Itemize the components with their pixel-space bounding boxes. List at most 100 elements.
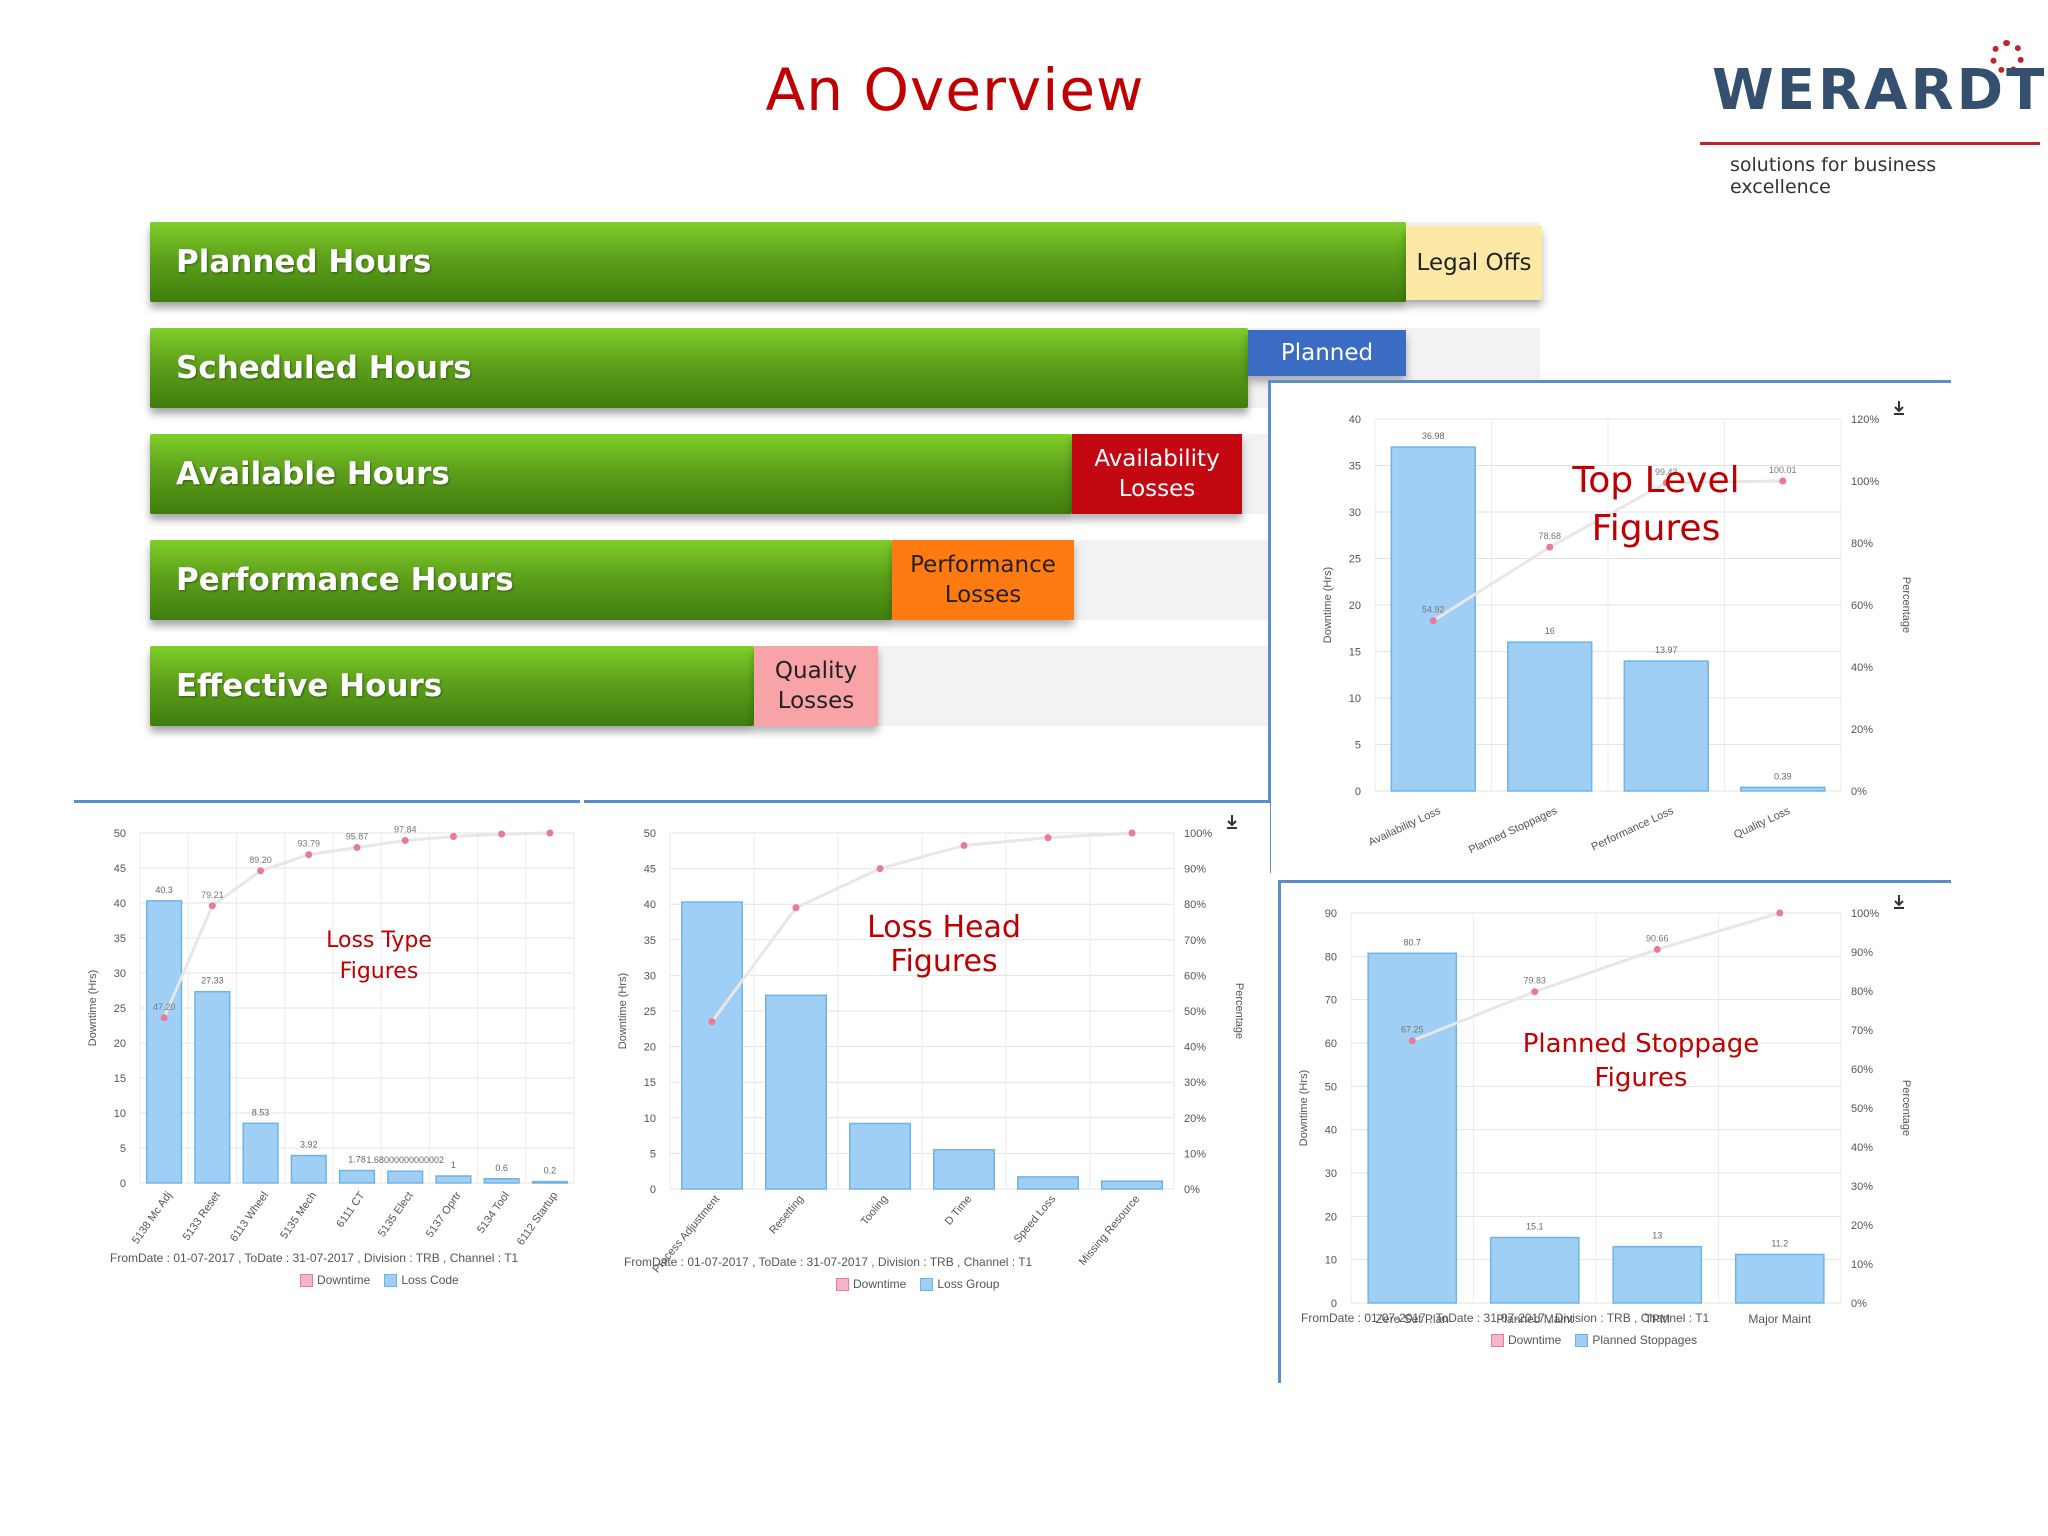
category-label: Resetting — [767, 1193, 806, 1236]
y-tick-label: 35 — [644, 935, 656, 947]
bar — [1507, 641, 1593, 792]
category-label: TPM — [1645, 1312, 1670, 1326]
y2-tick-label: 20% — [1184, 1113, 1206, 1125]
y-tick-label: 15 — [1349, 647, 1361, 659]
cumulative-point — [792, 904, 800, 912]
bar-value-label: 11.2 — [1771, 1238, 1788, 1248]
y2-axis-label: Percentage — [1900, 577, 1912, 633]
bar-value-label: 3.92 — [300, 1140, 318, 1150]
category-label: Availability Loss — [1367, 805, 1443, 849]
legend-swatch — [384, 1274, 398, 1288]
performance-hours-bar: Performance Hours — [150, 540, 892, 620]
legend-swatch — [1575, 1334, 1589, 1348]
y-tick-label: 30 — [1325, 1168, 1337, 1180]
y2-tick-label: 80% — [1851, 986, 1873, 998]
download-icon-glyph — [1894, 895, 1904, 909]
category-label: Quality Loss — [1732, 805, 1792, 842]
legend-item[interactable]: Downtime — [836, 1277, 906, 1292]
bar-value-label: 16 — [1545, 626, 1555, 636]
y-tick-label: 10 — [1349, 693, 1361, 705]
top-level-chart: 0 5 10 15 20 25 30 35 40 0% 20% 40% 60% 80% 100% 120% Do… — [1322, 401, 1912, 856]
y2-tick-label: 20% — [1851, 1220, 1873, 1232]
bar — [1734, 1253, 1825, 1304]
y-tick-label: 25 — [114, 1003, 126, 1015]
y-tick-label: 10 — [1325, 1255, 1337, 1267]
cumulative-point — [449, 832, 457, 840]
bar — [933, 1149, 995, 1190]
cumulative-point — [498, 830, 506, 838]
cumulative-line — [710, 831, 1133, 1023]
cumulative-point — [401, 837, 409, 845]
available-hours-bar: Available Hours — [150, 434, 1072, 514]
bar — [849, 1122, 911, 1190]
y-tick-label: 40 — [114, 898, 126, 910]
logo-name: WERARDT — [1712, 58, 2048, 123]
y2-tick-label: 70% — [1184, 935, 1206, 947]
y-tick-label: 20 — [1349, 600, 1361, 612]
download-icon — [1894, 401, 1904, 415]
loss-type-title: Loss Type Figures — [326, 928, 432, 984]
y2-tick-label: 90% — [1851, 947, 1873, 959]
y2-tick-label: 40% — [1184, 1042, 1206, 1054]
cumulative-point — [708, 1018, 716, 1026]
y2-tick-label: 80% — [1184, 899, 1206, 911]
legend-item[interactable]: Downtime — [300, 1273, 370, 1288]
y-tick-label: 50 — [644, 828, 656, 840]
logo-divider — [1700, 142, 2040, 145]
bar — [1740, 786, 1826, 792]
bar-value-label: 15.1 — [1526, 1222, 1544, 1232]
legend-item[interactable]: Planned Stoppages — [1575, 1333, 1697, 1348]
y-tick-label: 40 — [644, 899, 656, 911]
cumulative-label: 67.25 — [1401, 1025, 1424, 1035]
y-tick-label: 45 — [644, 864, 656, 876]
cumulative-point — [876, 865, 884, 873]
loss-head-chart: 0 5 10 15 20 25 30 35 40 45 50 0% 10% 20% 30% 40% 50% 60%… — [617, 815, 1245, 1275]
y-tick-label: 15 — [114, 1073, 126, 1085]
y-tick-label: 5 — [120, 1143, 126, 1155]
y-tick-label: 20 — [644, 1042, 656, 1054]
y-tick-label: 90 — [1325, 908, 1337, 920]
cumulative-line — [1411, 911, 1781, 1043]
y2-tick-label: 60% — [1851, 600, 1873, 612]
download-icon — [1894, 895, 1904, 909]
category-label: 5138 Mc Adj — [130, 1190, 175, 1246]
y2-tick-label: 60% — [1851, 1064, 1873, 1076]
y-tick-label: 0 — [650, 1184, 656, 1196]
category-label: 6111 CT — [334, 1190, 367, 1230]
legend-label: Loss Code — [401, 1273, 459, 1287]
cumulative-point — [1531, 988, 1539, 996]
loss-type-legend: Downtime Loss Code — [300, 1273, 459, 1288]
cumulative-label: 97.84 — [394, 825, 417, 835]
y2-tick-label: 40% — [1851, 1142, 1873, 1154]
legend-item[interactable]: Downtime — [1491, 1333, 1562, 1348]
legend-item[interactable]: Loss Code — [384, 1273, 459, 1288]
y-axis-label: Downtime (Hrs) — [617, 973, 629, 1049]
bar-value-label: 40.3 — [155, 885, 173, 895]
y2-tick-label: 40% — [1851, 662, 1873, 674]
y-tick-label: 15 — [644, 1077, 656, 1089]
cumulative-point — [1662, 479, 1670, 487]
bar-value-label: 1.78 — [348, 1155, 366, 1165]
legend-label: Downtime — [1508, 1333, 1562, 1347]
bar — [290, 1154, 327, 1184]
legend-item[interactable]: Loss Group — [920, 1277, 999, 1292]
cumulative-point — [160, 1014, 168, 1022]
bar-value-label: 27.33 — [201, 976, 224, 986]
loss-head-footer: FromDate : 01-07-2017 , ToDate : 31-07-2… — [624, 1255, 1033, 1269]
y2-tick-label: 30% — [1851, 1181, 1873, 1193]
legend-swatch — [920, 1278, 934, 1292]
bar — [242, 1122, 279, 1184]
y2-tick-label: 0% — [1851, 1298, 1867, 1310]
legend-swatch — [300, 1274, 313, 1288]
y2-tick-label: 100% — [1851, 476, 1879, 488]
y2-tick-label: 80% — [1851, 538, 1873, 550]
bar — [1623, 660, 1709, 792]
bar-value-label: 0.39 — [1774, 771, 1792, 781]
y-tick-label: 35 — [1349, 461, 1361, 473]
legend-swatch — [836, 1278, 849, 1292]
y-tick-label: 70 — [1325, 995, 1337, 1007]
cumulative-line — [1432, 479, 1783, 623]
category-label: 5135 Mech — [278, 1190, 319, 1241]
bar — [765, 994, 827, 1190]
category-label: Zero Set Plan — [1376, 1312, 1449, 1326]
